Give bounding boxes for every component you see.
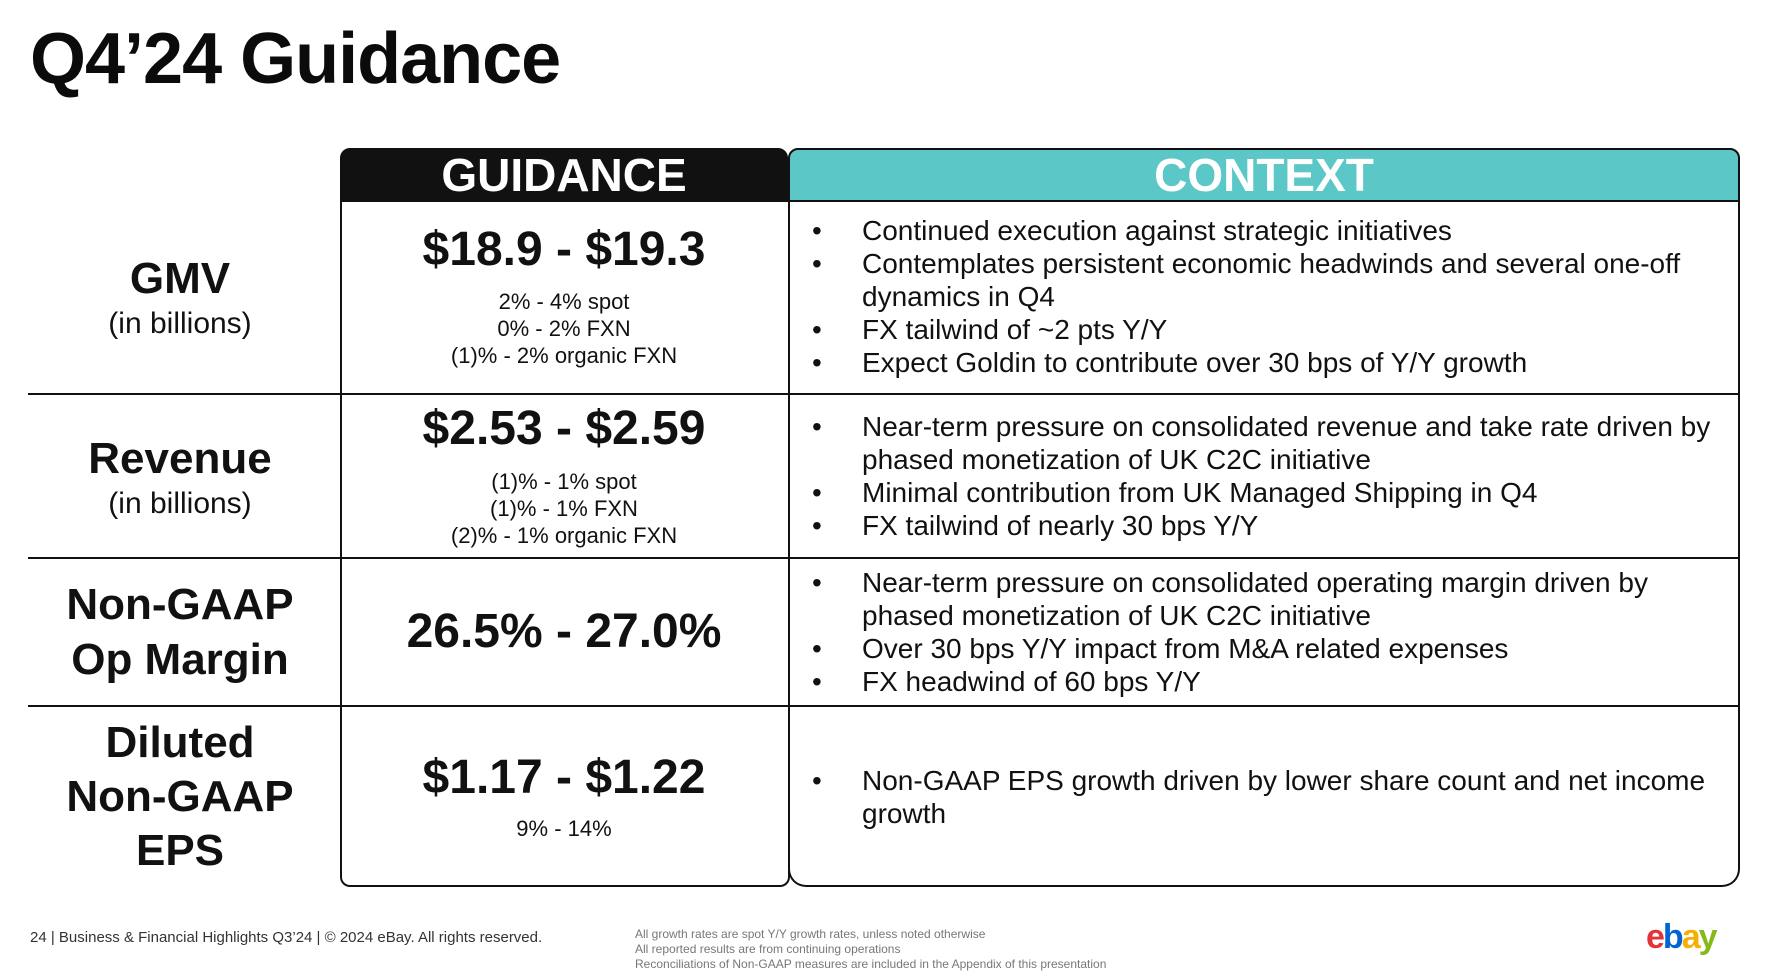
guidance-range: $2.53 - $2.59 [422,402,706,456]
context-bullet: Near-term pressure on consolidated opera… [804,566,1724,632]
row-label-main: GMV [129,254,231,303]
guidance-detail: 0% - 2% FXN [497,316,631,342]
row-label-main: Revenue [88,433,272,483]
footer-copyright: 24 | Business & Financial Highlights Q3’… [30,929,543,946]
footer-note: Reconciliations of Non-GAAP measures are… [635,957,1107,971]
guidance-detail: (2)% - 1% organic FXN [450,522,678,548]
ebay-logo: ebay [1646,918,1718,957]
row-label-sub: (in billions) [108,486,252,520]
row-label: Revenue (in billions) [28,395,332,557]
context-bullet: FX tailwind of ~2 pts Y/Y [804,313,1724,346]
context-bullet: Non-GAAP EPS growth driven by lower shar… [804,764,1724,830]
guidance-cell: $1.17 - $1.22 9% - 14% [342,707,786,887]
row-divider [28,393,1740,395]
row-label: Diluted Non-GAAP EPS [28,707,332,887]
footer-note: All growth rates are spot Y/Y growth rat… [635,927,986,941]
table-row-gmv: GMV (in billions) $18.9 - $19.3 2% - 4% … [28,200,1740,393]
guidance-detail: 9% - 14% [516,815,612,841]
logo-letter: b [1662,918,1684,956]
row-label: Non-GAAP Op Margin [28,559,332,705]
guidance-range: $18.9 - $19.3 [422,222,706,276]
guidance-detail: (1)% - 1% FXN [490,495,638,521]
guidance-range: 26.5% - 27.0% [406,604,722,658]
table-row-op-margin: Non-GAAP Op Margin 26.5% - 27.0% Near-te… [28,559,1740,705]
guidance-cell: $18.9 - $19.3 2% - 4% spot 0% - 2% FXN (… [342,200,786,393]
context-cell: Near-term pressure on consolidated opera… [804,559,1724,705]
guidance-detail: (1)% - 2% organic FXN [450,343,678,369]
table-row-eps: Diluted Non-GAAP EPS $1.17 - $1.22 9% - … [28,707,1740,887]
context-cell: Continued execution against strategic in… [804,200,1724,393]
table-row-revenue: Revenue (in billions) $2.53 - $2.59 (1)%… [28,395,1740,557]
guidance-header: GUIDANCE [340,148,788,202]
context-column-frame [788,200,1740,887]
row-label-main: Diluted Non-GAAP EPS [66,718,294,875]
guidance-detail: 2% - 4% spot [498,289,630,315]
context-bullet: FX headwind of 60 bps Y/Y [804,665,1724,698]
context-cell: Non-GAAP EPS growth driven by lower shar… [804,707,1724,887]
guidance-range: $1.17 - $1.22 [422,751,706,805]
context-bullet: Minimal contribution from UK Managed Shi… [804,476,1724,509]
row-label-main: Non-GAAP Op Margin [66,580,294,684]
context-bullet: Near-term pressure on consolidated reven… [804,410,1724,476]
context-bullet: FX tailwind of nearly 30 bps Y/Y [804,509,1724,542]
context-bullet: Contemplates persistent economic headwin… [804,247,1724,313]
footer-note: All reported results are from continuing… [635,942,901,956]
guidance-detail: (1)% - 1% spot [491,468,637,494]
row-divider [28,705,1740,707]
logo-letter: e [1646,918,1665,956]
logo-letter: y [1698,918,1718,956]
context-bullet: Expect Goldin to contribute over 30 bps … [804,346,1724,379]
page-title: Q4’24 Guidance [30,19,561,99]
guidance-cell: $2.53 - $2.59 (1)% - 1% spot (1)% - 1% F… [342,395,786,557]
row-divider [28,557,1740,559]
context-bullet: Over 30 bps Y/Y impact from M&A related … [804,632,1724,665]
footer-notes: All growth rates are spot Y/Y growth rat… [635,927,1106,972]
context-bullet: Continued execution against strategic in… [804,214,1724,247]
logo-letter: a [1681,918,1701,956]
row-label-sub: (in billions) [108,307,252,340]
row-label: GMV (in billions) [28,200,332,393]
context-cell: Near-term pressure on consolidated reven… [804,395,1724,557]
context-header: CONTEXT [788,148,1740,202]
guidance-cell: 26.5% - 27.0% [342,559,786,705]
